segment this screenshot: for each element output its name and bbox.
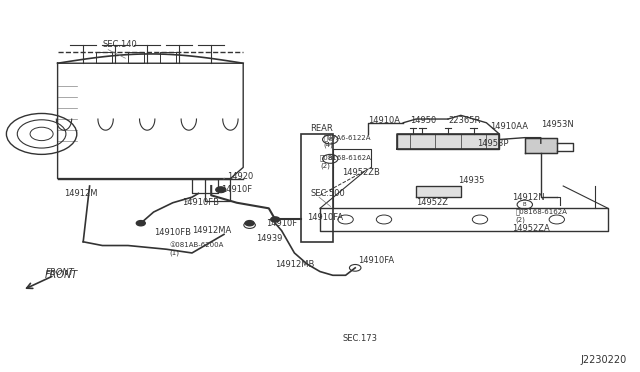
Circle shape: [216, 187, 226, 193]
Text: SEC.173: SEC.173: [342, 334, 378, 343]
Text: 14939: 14939: [256, 234, 282, 243]
Text: 14910F: 14910F: [266, 219, 297, 228]
Text: FRONT: FRONT: [46, 268, 75, 277]
Text: 14912MB: 14912MB: [275, 260, 315, 269]
Text: REAR: REAR: [310, 124, 333, 133]
Circle shape: [271, 217, 280, 222]
Text: 14910FB: 14910FB: [182, 198, 220, 207]
Text: ⓔ07A6-6122A
(4): ⓔ07A6-6122A (4): [323, 134, 371, 148]
Text: 14910A: 14910A: [368, 116, 400, 125]
Text: 14912M: 14912M: [64, 189, 97, 198]
Text: 14910FA: 14910FA: [358, 256, 394, 265]
Text: ①081AB-6200A
(1): ①081AB-6200A (1): [170, 243, 224, 256]
Bar: [301, 134, 333, 242]
Text: B: B: [328, 137, 332, 142]
Text: SEC.500: SEC.500: [310, 189, 345, 198]
Text: 22365R: 22365R: [448, 116, 481, 125]
Text: 14912MA: 14912MA: [192, 226, 231, 235]
Text: 14953N: 14953N: [541, 120, 573, 129]
Text: SEC.140: SEC.140: [102, 40, 137, 49]
Text: 14910FB: 14910FB: [154, 228, 191, 237]
Text: J2230220: J2230220: [581, 355, 627, 365]
Text: 14953P: 14953P: [477, 139, 508, 148]
Text: 14910F: 14910F: [221, 185, 252, 194]
Text: 14952ZB: 14952ZB: [342, 169, 380, 177]
Text: 14952Z: 14952Z: [416, 198, 448, 207]
Text: B: B: [328, 156, 332, 161]
Text: 14920: 14920: [227, 172, 253, 181]
Text: 14910FA: 14910FA: [307, 213, 343, 222]
Text: 14952ZA: 14952ZA: [512, 224, 550, 233]
Circle shape: [136, 221, 145, 226]
Text: FRONT: FRONT: [45, 270, 78, 280]
Text: 14910AA: 14910AA: [490, 122, 527, 131]
Bar: [416, 186, 461, 197]
Bar: [525, 138, 557, 153]
Text: 14935: 14935: [458, 176, 484, 185]
Text: B: B: [523, 202, 527, 207]
Bar: [397, 134, 499, 149]
Text: ⓔ08168-6162A
(2): ⓔ08168-6162A (2): [320, 155, 372, 169]
Text: ⓔ08168-6162A
(2): ⓔ08168-6162A (2): [515, 209, 567, 223]
Circle shape: [245, 221, 254, 226]
Text: 14912N: 14912N: [512, 193, 545, 202]
Text: 14950: 14950: [410, 116, 436, 125]
